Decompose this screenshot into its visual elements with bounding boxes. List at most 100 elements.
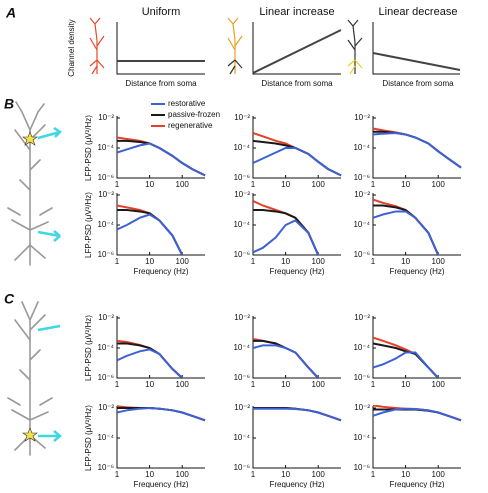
y-tick-label: 10⁻⁴ <box>233 433 250 442</box>
x-tick-label: 1 <box>251 380 256 389</box>
x-tick-label: 100 <box>432 470 446 479</box>
y-tick-label: 10⁻² <box>234 313 250 322</box>
x-tick-label: 10 <box>145 257 154 266</box>
legend-label: regenerative <box>168 121 213 130</box>
y-tick-label: 10⁻⁶ <box>234 173 250 182</box>
y-tick-label: 10⁻⁴ <box>97 220 114 229</box>
x-axis-label: Frequency (Hz) <box>133 267 188 276</box>
y-tick-label: 10⁻⁴ <box>97 433 114 442</box>
y-tick-label: 10⁻⁴ <box>233 220 250 229</box>
y-axis-label: LFP-PSD (μV²/Hz) <box>84 115 93 181</box>
y-axis-label: LFP-PSD (μV²/Hz) <box>84 192 93 258</box>
x-tick-label: 1 <box>251 180 256 189</box>
x-tick-label: 100 <box>312 470 326 479</box>
y-tick-label: 10⁻⁴ <box>97 143 114 152</box>
x-tick-label: 100 <box>312 380 326 389</box>
y-tick-label: 10⁻² <box>354 313 370 322</box>
y-tick-label: 10⁻² <box>354 113 370 122</box>
y-tick-label: 10⁻⁴ <box>353 433 370 442</box>
y-tick-label: 10⁻⁴ <box>97 343 114 352</box>
stimulus-star <box>22 131 38 146</box>
x-axis-label: Frequency (Hz) <box>389 480 444 488</box>
series-line <box>117 339 183 378</box>
column-title: Uniform <box>142 6 181 18</box>
y-tick-label: 10⁻² <box>354 190 370 199</box>
y-tick-label: 10⁻⁶ <box>234 250 250 259</box>
series-line <box>373 351 439 378</box>
x-tick-label: 100 <box>432 257 446 266</box>
x-tick-label: 10 <box>401 380 410 389</box>
x-tick-label: 1 <box>251 470 256 479</box>
x-tick-label: 100 <box>176 470 190 479</box>
stimulus-star <box>22 427 38 442</box>
x-tick-label: 100 <box>176 180 190 189</box>
y-tick-label: 10⁻⁶ <box>234 373 250 382</box>
x-tick-label: 100 <box>432 380 446 389</box>
y-tick-label: 10⁻² <box>234 190 250 199</box>
y-tick-label: 10⁻⁶ <box>98 463 114 472</box>
x-axis-label: Distance from soma <box>261 79 333 88</box>
x-tick-label: 1 <box>115 380 120 389</box>
neuron-icon <box>89 17 363 75</box>
y-tick-label: 10⁻⁶ <box>354 463 370 472</box>
y-tick-label: 10⁻⁶ <box>234 463 250 472</box>
neuron-sketch <box>7 101 53 456</box>
x-axis-label: Frequency (Hz) <box>269 480 324 488</box>
series-line <box>373 204 440 255</box>
series-line <box>117 142 206 177</box>
series-line <box>373 210 440 255</box>
x-axis-label: Frequency (Hz) <box>389 267 444 276</box>
axes <box>372 116 461 179</box>
series-line <box>117 406 206 422</box>
series-line <box>253 339 319 378</box>
series-line <box>117 348 183 378</box>
density-line <box>252 29 342 74</box>
panel-label: A <box>5 5 16 21</box>
legend-label: passive-frozen <box>168 110 220 119</box>
y-tick-label: 10⁻⁶ <box>354 173 370 182</box>
y-tick-label: 10⁻² <box>354 403 370 412</box>
x-axis-label: Frequency (Hz) <box>133 480 188 488</box>
x-tick-label: 1 <box>115 180 120 189</box>
y-tick-label: 10⁻⁶ <box>354 250 370 259</box>
y-tick-label: 10⁻⁶ <box>98 373 114 382</box>
y-tick-label: 10⁻⁴ <box>353 220 370 229</box>
x-axis-label: Frequency (Hz) <box>269 267 324 276</box>
x-tick-label: 10 <box>401 180 410 189</box>
x-tick-label: 1 <box>371 380 376 389</box>
column-title: Linear decrease <box>379 6 458 18</box>
panel-label: B <box>4 96 14 112</box>
column-title: Linear increase <box>259 6 334 18</box>
x-tick-label: 10 <box>145 180 154 189</box>
axes <box>252 316 341 379</box>
x-tick-label: 1 <box>115 257 120 266</box>
axes <box>116 316 205 379</box>
series-line <box>117 209 184 255</box>
arrow <box>37 126 62 442</box>
x-tick-label: 100 <box>176 257 190 266</box>
series-line <box>253 344 319 378</box>
x-tick-label: 10 <box>401 470 410 479</box>
x-tick-label: 10 <box>281 180 290 189</box>
series-line <box>253 147 342 177</box>
x-tick-label: 1 <box>371 180 376 189</box>
y-tick-label: 10⁻² <box>98 403 114 412</box>
schematic-axes <box>116 22 460 75</box>
x-tick-label: 1 <box>251 257 256 266</box>
x-tick-label: 100 <box>312 180 326 189</box>
series-line <box>253 139 342 177</box>
series-line <box>117 139 206 177</box>
y-axis-label: LFP-PSD (μV²/Hz) <box>84 405 93 471</box>
x-axis-label: Distance from soma <box>382 79 454 88</box>
x-tick-label: 10 <box>281 470 290 479</box>
x-tick-label: 100 <box>176 380 190 389</box>
x-tick-label: 1 <box>371 470 376 479</box>
y-tick-label: 10⁻⁴ <box>233 343 250 352</box>
axes <box>372 193 461 256</box>
y-tick-label: 10⁻² <box>98 113 114 122</box>
y-tick-label: 10⁻⁴ <box>353 343 370 352</box>
series-line <box>373 405 462 422</box>
x-tick-label: 10 <box>145 380 154 389</box>
y-axis-label: Channel density <box>67 19 76 76</box>
x-tick-label: 10 <box>281 380 290 389</box>
